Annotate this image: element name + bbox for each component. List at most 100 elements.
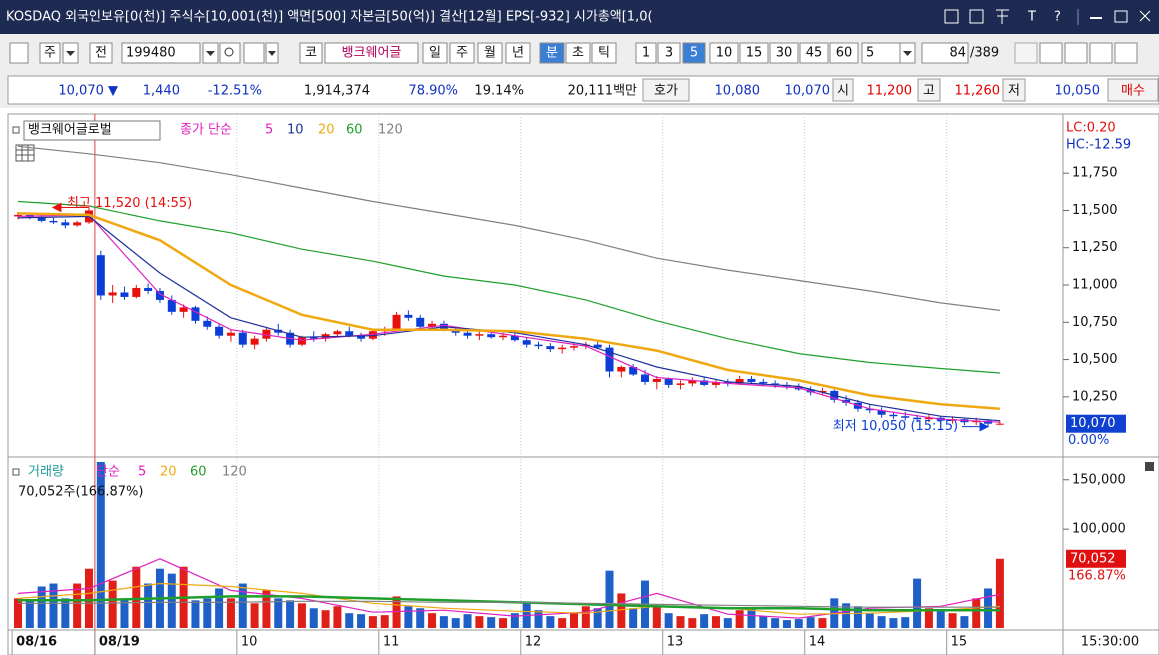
toolbar-button[interactable] (565, 42, 591, 64)
moving-average-line (17, 200, 1000, 374)
last-change-label: 166.87% (1068, 568, 1126, 583)
toolbar-button[interactable] (657, 42, 681, 64)
volume-bar (546, 616, 555, 628)
legend-entry: 60 (190, 465, 207, 480)
volume-bar (49, 583, 58, 628)
volume-bar (936, 610, 945, 628)
toolbar-label: 60 (836, 46, 853, 61)
y-tick-label: 10,750 (1072, 315, 1118, 330)
search-button[interactable] (219, 42, 241, 64)
toolbar-button[interactable] (739, 42, 769, 64)
info-value: 10,050 (1055, 84, 1101, 99)
toolbar-button[interactable] (682, 42, 706, 64)
sound-button[interactable] (243, 42, 265, 64)
volume-bar (842, 603, 851, 628)
candle-body (132, 287, 141, 297)
candle-body (120, 292, 129, 297)
last-change-label: 0.00% (1068, 433, 1109, 448)
icon-font[interactable]: T (1027, 10, 1036, 25)
volume-bar (132, 566, 141, 628)
candle-body (345, 331, 354, 336)
toolbar-button[interactable] (829, 42, 859, 64)
toolbar-button[interactable] (477, 42, 503, 64)
legend-title: 뱅크웨어글로벌 (28, 123, 112, 138)
toolbar-button[interactable] (121, 42, 201, 64)
y-tick-label: 10,250 (1072, 389, 1118, 404)
toolbar-button[interactable] (799, 42, 829, 64)
volume-bar (499, 618, 508, 628)
toolbar-button[interactable] (324, 42, 419, 64)
info-value: 고 (923, 84, 935, 99)
toolbar-button[interactable] (89, 42, 113, 64)
last-value-tag (1066, 414, 1126, 433)
candle-body (711, 381, 720, 385)
info-value: 호가 (654, 84, 678, 99)
volume-bar (73, 583, 82, 628)
toolbar-button[interactable] (635, 42, 657, 64)
info-value: 10,080 (715, 84, 761, 99)
icon-popup[interactable] (969, 9, 984, 24)
toolbar-button[interactable] (299, 42, 323, 64)
candle-body (747, 378, 756, 382)
candle-body (723, 381, 732, 384)
candle-body (451, 329, 460, 333)
toolbar-button[interactable] (861, 42, 901, 64)
toolbar-label: 15 (746, 46, 763, 61)
toolbar-label: 199480 (126, 46, 176, 61)
toolbar-label: 3 (665, 46, 673, 61)
toolbar-button[interactable] (769, 42, 799, 64)
volume-bar (392, 596, 401, 628)
toolbar-label: 전 (95, 46, 107, 61)
chart-frame (7, 113, 1159, 655)
candle-body (179, 307, 188, 312)
save-button[interactable] (1064, 42, 1088, 64)
tool-button[interactable] (1014, 42, 1038, 64)
volume-bar (226, 598, 235, 628)
candle-body (392, 314, 401, 330)
checkbox[interactable] (1114, 42, 1138, 64)
candle-body (37, 217, 46, 221)
y-tick-label: 150,000 (1072, 472, 1126, 487)
candle-body (924, 417, 933, 420)
candle-body (629, 367, 638, 375)
candle-body (995, 423, 1004, 425)
candle-body (735, 378, 744, 384)
toolbar-label: /389 (970, 46, 999, 61)
toolbar-button[interactable] (505, 42, 531, 64)
volume-bar (14, 598, 22, 628)
toolbar-button[interactable] (591, 42, 617, 64)
icon-pin[interactable] (996, 9, 1009, 24)
icon-maximize[interactable] (1114, 10, 1128, 23)
icon-help[interactable]: ? (1054, 10, 1061, 25)
legend-title: 거래량 (28, 465, 64, 480)
candle-body (475, 334, 484, 336)
settings-button[interactable] (1089, 42, 1113, 64)
volume-bar (108, 580, 117, 628)
volume-bar (297, 603, 306, 628)
legend-label: 종가 단순 (180, 123, 232, 138)
info-value: 78.90% (408, 84, 458, 99)
tool-button[interactable] (1039, 42, 1063, 64)
info-label-box (917, 78, 941, 102)
moving-average-line (18, 600, 1000, 608)
table-icon[interactable] (15, 144, 35, 162)
volume-bar (794, 619, 803, 628)
toolbar-button[interactable] (921, 42, 969, 64)
volume-bar (747, 608, 756, 628)
toolbar-button[interactable] (709, 42, 739, 64)
toolbar-button[interactable] (422, 42, 448, 64)
candle-body (226, 332, 235, 336)
toolbar-button[interactable] (449, 42, 475, 64)
info-value: 10,070 (785, 84, 831, 99)
x-tick-label: 08/19 (99, 635, 140, 650)
candle-body (404, 314, 413, 318)
toolbar-button[interactable] (539, 42, 565, 64)
toolbar-button[interactable] (39, 42, 61, 64)
moving-average-line (17, 145, 1000, 311)
icon-dock[interactable] (944, 9, 959, 24)
candle-body (428, 323, 437, 327)
icon-close[interactable] (1139, 10, 1151, 22)
icon-layout[interactable] (9, 42, 29, 64)
panel-close[interactable] (1145, 462, 1154, 471)
volume-bar (924, 608, 933, 628)
